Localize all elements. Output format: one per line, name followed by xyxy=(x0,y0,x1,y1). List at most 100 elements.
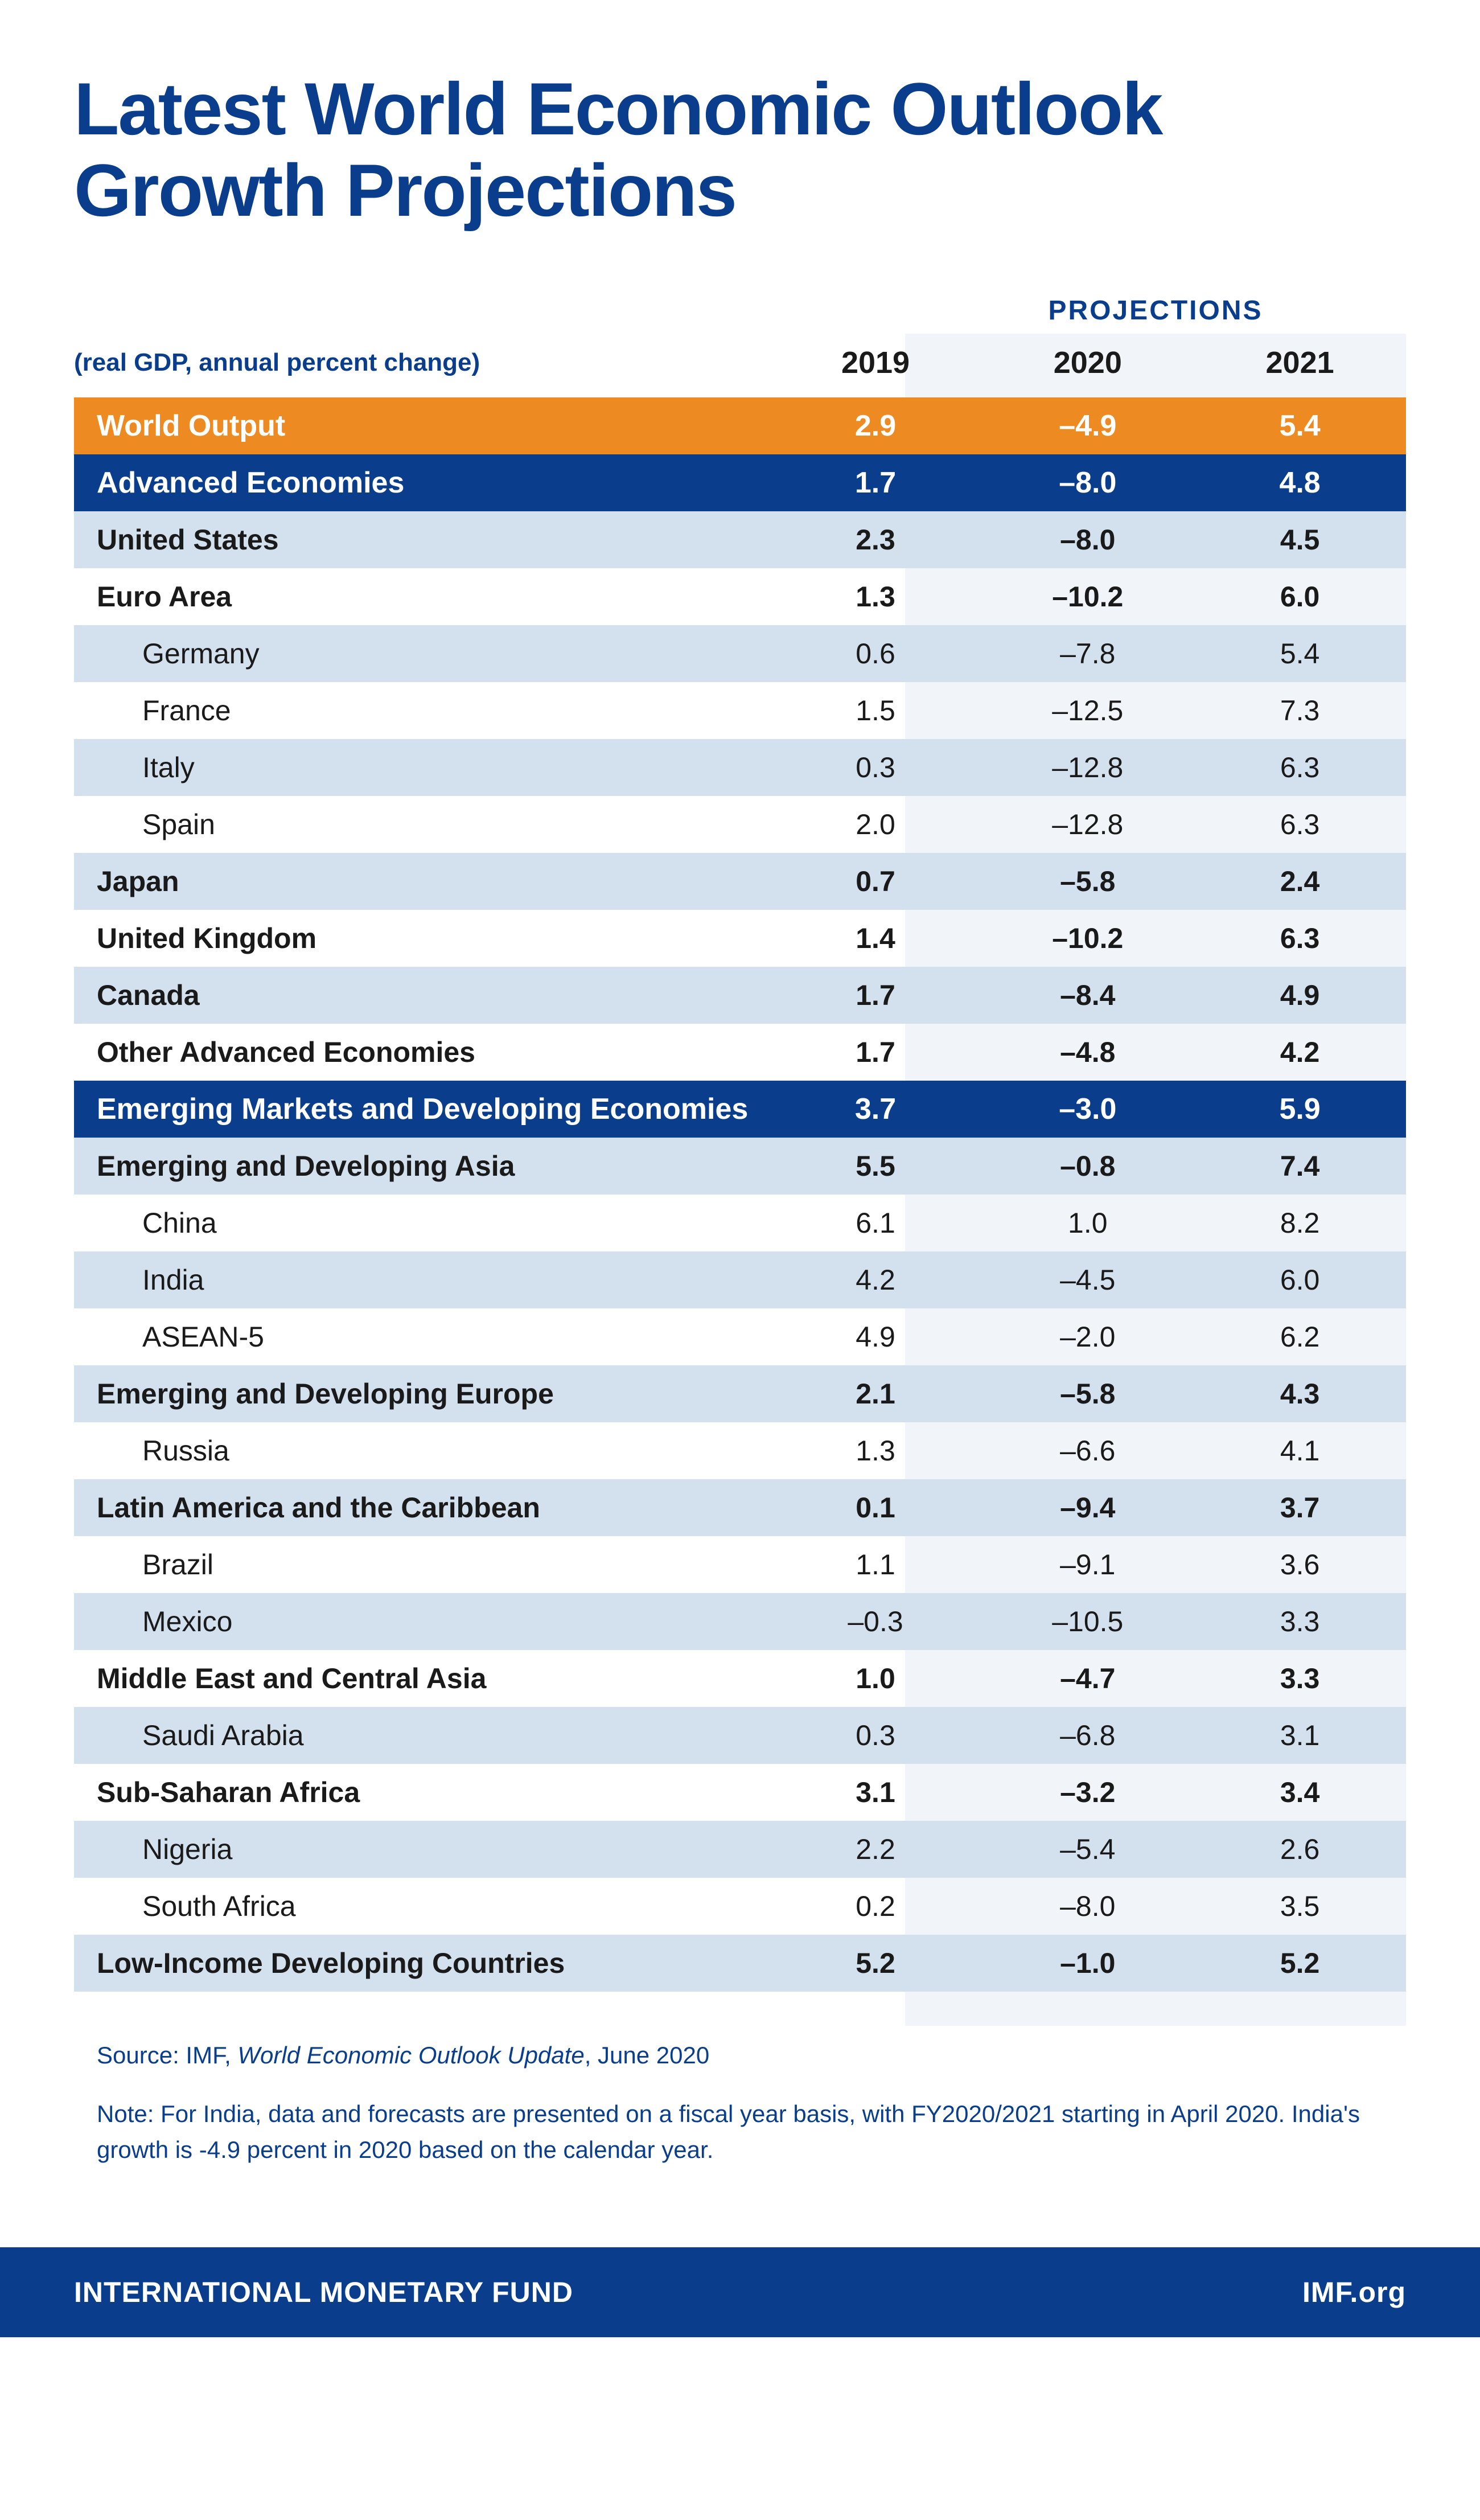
row-value: –4.7 xyxy=(981,1650,1194,1707)
row-value: 7.3 xyxy=(1194,682,1406,739)
row-value: 3.3 xyxy=(1194,1593,1406,1650)
row-value: 5.2 xyxy=(1194,1935,1406,1992)
table-row: Germany0.6–7.85.4 xyxy=(74,625,1406,682)
table-row: Emerging and Developing Asia5.5–0.87.4 xyxy=(74,1138,1406,1195)
row-value: –4.9 xyxy=(981,397,1194,454)
row-value: 5.4 xyxy=(1194,625,1406,682)
table-wrapper: PROJECTIONS (real GDP, annual percent ch… xyxy=(0,299,1480,1992)
row-value: 3.7 xyxy=(770,1081,982,1138)
row-value: 0.7 xyxy=(770,853,982,910)
footnotes: Source: IMF, World Economic Outlook Upda… xyxy=(0,1992,1480,2247)
row-value: 7.4 xyxy=(1194,1138,1406,1195)
row-value: 6.3 xyxy=(1194,796,1406,853)
row-value: 8.2 xyxy=(1194,1195,1406,1251)
row-value: –6.8 xyxy=(981,1707,1194,1764)
table-row: Nigeria2.2–5.42.6 xyxy=(74,1821,1406,1878)
row-value: 1.5 xyxy=(770,682,982,739)
row-label: Low-Income Developing Countries xyxy=(74,1935,770,1992)
row-value: –5.8 xyxy=(981,1365,1194,1422)
row-value: 5.5 xyxy=(770,1138,982,1195)
row-value: 3.5 xyxy=(1194,1878,1406,1935)
table-row: France1.5–12.57.3 xyxy=(74,682,1406,739)
table-row: Brazil1.1–9.13.6 xyxy=(74,1536,1406,1593)
source-italic: World Economic Outlook Update xyxy=(237,2042,584,2068)
row-value: –12.8 xyxy=(981,796,1194,853)
row-value: 0.3 xyxy=(770,1707,982,1764)
growth-table: (real GDP, annual percent change) 2019 2… xyxy=(74,299,1406,1992)
row-value: 2.0 xyxy=(770,796,982,853)
row-label: Germany xyxy=(74,625,770,682)
row-value: 4.2 xyxy=(1194,1024,1406,1081)
row-value: 1.4 xyxy=(770,910,982,967)
table-row: Sub-Saharan Africa3.1–3.23.4 xyxy=(74,1764,1406,1821)
row-value: 4.9 xyxy=(1194,967,1406,1024)
table-row: Russia1.3–6.64.1 xyxy=(74,1422,1406,1479)
table-body: World Output2.9–4.95.4Advanced Economies… xyxy=(74,397,1406,1992)
table-row: Euro Area1.3–10.26.0 xyxy=(74,568,1406,625)
table-row: Canada1.7–8.44.9 xyxy=(74,967,1406,1024)
table-row: ASEAN-54.9–2.06.2 xyxy=(74,1308,1406,1365)
row-value: 1.7 xyxy=(770,1024,982,1081)
table-row: Spain2.0–12.86.3 xyxy=(74,796,1406,853)
row-value: –8.0 xyxy=(981,1878,1194,1935)
row-value: –10.2 xyxy=(981,910,1194,967)
row-label: Mexico xyxy=(74,1593,770,1650)
row-value: –0.8 xyxy=(981,1138,1194,1195)
table-row: Saudi Arabia0.3–6.83.1 xyxy=(74,1707,1406,1764)
row-value: 2.3 xyxy=(770,511,982,568)
row-value: 0.6 xyxy=(770,625,982,682)
row-value: 3.4 xyxy=(1194,1764,1406,1821)
row-value: 4.8 xyxy=(1194,454,1406,511)
row-value: 0.2 xyxy=(770,1878,982,1935)
row-label: Brazil xyxy=(74,1536,770,1593)
row-value: 4.3 xyxy=(1194,1365,1406,1422)
row-value: 4.5 xyxy=(1194,511,1406,568)
table-row: Italy0.3–12.86.3 xyxy=(74,739,1406,796)
row-value: 1.0 xyxy=(981,1195,1194,1251)
row-value: –3.2 xyxy=(981,1764,1194,1821)
row-label: United States xyxy=(74,511,770,568)
subtitle-cell: (real GDP, annual percent change) xyxy=(74,299,770,397)
table-row: Emerging and Developing Europe2.1–5.84.3 xyxy=(74,1365,1406,1422)
row-value: 3.7 xyxy=(1194,1479,1406,1536)
row-value: –12.8 xyxy=(981,739,1194,796)
row-value: 3.3 xyxy=(1194,1650,1406,1707)
row-label: Nigeria xyxy=(74,1821,770,1878)
row-value: 3.1 xyxy=(770,1764,982,1821)
row-value: –7.8 xyxy=(981,625,1194,682)
row-value: –4.5 xyxy=(981,1251,1194,1308)
row-value: –6.6 xyxy=(981,1422,1194,1479)
row-label: Advanced Economies xyxy=(74,454,770,511)
row-value: 3.6 xyxy=(1194,1536,1406,1593)
source-line: Source: IMF, World Economic Outlook Upda… xyxy=(97,2037,1383,2073)
row-value: –1.0 xyxy=(981,1935,1194,1992)
row-value: 5.2 xyxy=(770,1935,982,1992)
row-value: 4.2 xyxy=(770,1251,982,1308)
table-row: Latin America and the Caribbean0.1–9.43.… xyxy=(74,1479,1406,1536)
footer-org: INTERNATIONAL MONETARY FUND xyxy=(74,2276,573,2309)
row-value: –5.8 xyxy=(981,853,1194,910)
footer-bar: INTERNATIONAL MONETARY FUND IMF.org xyxy=(0,2247,1480,2337)
table-row: United Kingdom1.4–10.26.3 xyxy=(74,910,1406,967)
row-value: –2.0 xyxy=(981,1308,1194,1365)
row-value: 6.0 xyxy=(1194,568,1406,625)
table-row: Advanced Economies1.7–8.04.8 xyxy=(74,454,1406,511)
page-container: Latest World Economic Outlook Growth Pro… xyxy=(0,0,1480,2337)
row-label: Euro Area xyxy=(74,568,770,625)
source-suffix: , June 2020 xyxy=(585,2042,710,2068)
header-area: Latest World Economic Outlook Growth Pro… xyxy=(0,0,1480,265)
row-label: Other Advanced Economies xyxy=(74,1024,770,1081)
table-row: Japan0.7–5.82.4 xyxy=(74,853,1406,910)
row-label: South Africa xyxy=(74,1878,770,1935)
row-label: China xyxy=(74,1195,770,1251)
row-value: 1.0 xyxy=(770,1650,982,1707)
row-value: 1.3 xyxy=(770,568,982,625)
row-label: Japan xyxy=(74,853,770,910)
col-header-2019: 2019 xyxy=(770,299,982,397)
table-header-row: (real GDP, annual percent change) 2019 2… xyxy=(74,299,1406,397)
row-value: 0.1 xyxy=(770,1479,982,1536)
table-row: South Africa0.2–8.03.5 xyxy=(74,1878,1406,1935)
table-row: Middle East and Central Asia1.0–4.73.3 xyxy=(74,1650,1406,1707)
table-row: Low-Income Developing Countries5.2–1.05.… xyxy=(74,1935,1406,1992)
table-row: World Output2.9–4.95.4 xyxy=(74,397,1406,454)
